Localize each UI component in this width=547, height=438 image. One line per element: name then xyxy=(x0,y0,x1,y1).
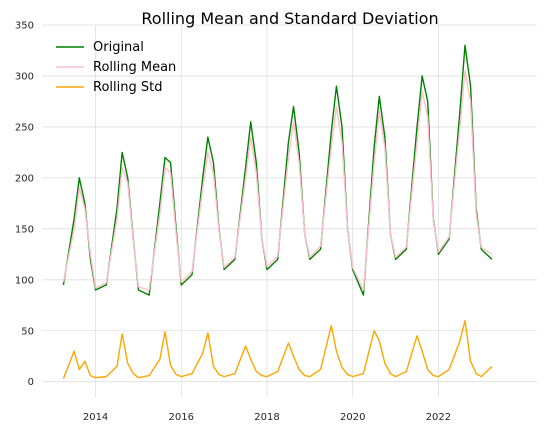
series-layer xyxy=(62,44,493,379)
grid-layer xyxy=(42,24,537,397)
x-tick-label: 2018 xyxy=(254,412,279,423)
x-tick-label: 2020 xyxy=(340,412,365,423)
series-line-rolling-mean xyxy=(62,70,493,291)
legend-label-original: Original xyxy=(93,40,144,55)
legend: Original Rolling Mean Rolling Std xyxy=(56,40,176,95)
y-tick-label: 200 xyxy=(15,173,34,184)
x-tick-label: 2014 xyxy=(83,412,108,423)
x-tick-label: 2022 xyxy=(426,412,451,423)
series-line-rolling-std xyxy=(62,319,493,379)
y-tick-label: 100 xyxy=(15,275,34,286)
tick-layer: 0 50 100 150 200 250 300 350 2014 2016 2018 2020 202… xyxy=(15,21,451,424)
y-tick-label: 250 xyxy=(15,122,34,133)
y-tick-label: 50 xyxy=(21,326,34,337)
y-tick-label: 350 xyxy=(15,21,34,32)
plot-background xyxy=(42,25,537,397)
y-tick-label: 300 xyxy=(15,71,34,82)
chart-title: Rolling Mean and Standard Deviation xyxy=(141,9,438,28)
y-tick-label: 150 xyxy=(15,224,34,235)
x-tick-label: 2016 xyxy=(169,412,194,423)
legend-label-rolling-std: Rolling Std xyxy=(93,80,162,95)
y-tick-label: 0 xyxy=(28,377,34,388)
legend-label-rolling-mean: Rolling Mean xyxy=(93,60,176,75)
